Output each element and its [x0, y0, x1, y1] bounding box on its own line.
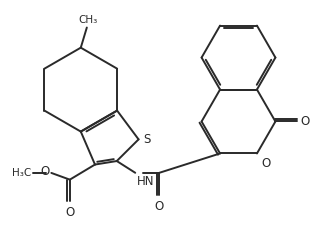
Text: O: O — [155, 200, 164, 213]
Text: H₃C: H₃C — [12, 168, 31, 178]
Text: S: S — [144, 133, 151, 146]
Text: O: O — [300, 115, 309, 128]
Text: O: O — [40, 165, 49, 178]
Text: O: O — [261, 157, 270, 170]
Text: O: O — [65, 207, 74, 219]
Text: HN: HN — [137, 175, 155, 189]
Text: CH₃: CH₃ — [79, 15, 98, 25]
